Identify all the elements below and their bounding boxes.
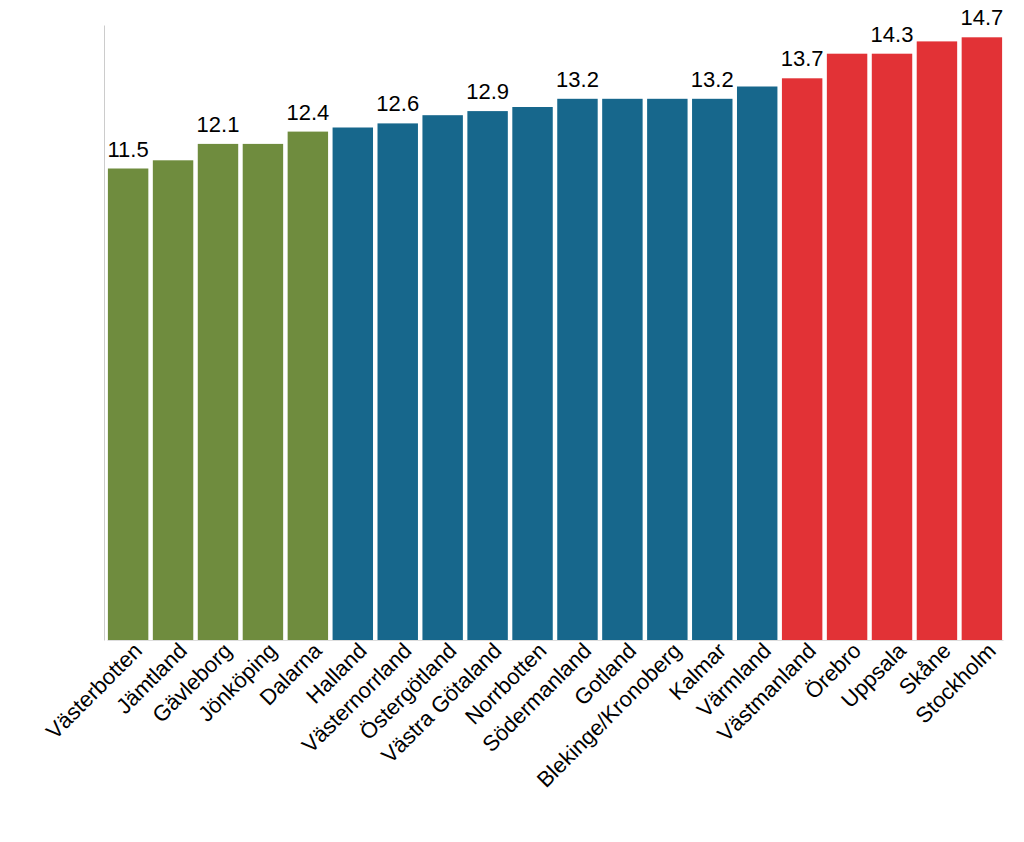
x-tick: Stockholm	[910, 638, 1000, 728]
bar	[647, 99, 687, 640]
bar	[378, 123, 418, 640]
x-axis: VästerbottenJämtlandGävleborgJönköpingDa…	[41, 637, 1003, 792]
bar	[422, 115, 462, 640]
bar	[827, 54, 867, 640]
bar	[692, 99, 732, 640]
bar	[557, 99, 597, 640]
chart: VästerbottenJämtlandGävleborgJönköpingDa…	[0, 0, 1024, 842]
bars	[108, 37, 1002, 640]
data-labels: 11.5 12.1 12.4 12.6 12.9 13.2 13.2 13.7 14.3 14.7	[108, 5, 1004, 161]
y-axis-line	[104, 26, 105, 641]
bar	[512, 107, 552, 640]
data-label: 13.2	[556, 67, 599, 92]
bar	[467, 111, 507, 640]
data-label: 14.7	[960, 5, 1003, 30]
bar	[872, 54, 912, 640]
data-label: 13.2	[691, 67, 734, 92]
data-label: 11.5	[108, 137, 149, 162]
bar	[737, 87, 777, 641]
data-label: 12.6	[376, 91, 419, 116]
x-axis-line	[108, 640, 1004, 641]
y-axis	[104, 26, 105, 641]
data-label: 12.4	[286, 100, 329, 125]
data-label: 14.3	[871, 22, 914, 47]
data-label: 12.9	[466, 79, 509, 104]
bar	[917, 41, 957, 640]
x-tick: Blekinge/Kronoberg	[532, 638, 686, 792]
data-label: 13.7	[781, 46, 824, 71]
bar	[333, 128, 373, 641]
bar	[108, 169, 148, 641]
bar	[198, 144, 238, 640]
bar	[962, 37, 1002, 640]
bar	[602, 99, 642, 640]
bar	[153, 160, 193, 640]
x-tick-label: Stockholm	[910, 638, 1000, 728]
x-tick-label: Blekinge/Kronoberg	[532, 638, 686, 792]
data-label: 12.1	[197, 112, 240, 137]
bar	[782, 78, 822, 640]
bar	[243, 144, 283, 640]
bar	[288, 132, 328, 640]
